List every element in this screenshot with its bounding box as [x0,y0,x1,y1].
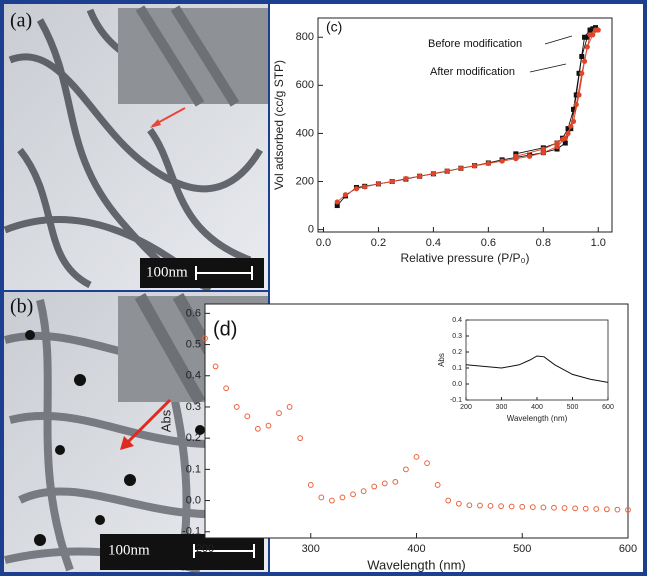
y-tick-label: 800 [296,31,314,43]
x-tick-label: 1.0 [591,237,606,249]
marker [486,161,491,166]
marker [541,146,546,151]
marker [576,92,581,97]
marker [585,44,590,49]
x-tick-label: 0.0 [316,237,331,249]
y-tick-label: 0.0 [186,494,201,506]
marker [579,54,584,59]
x-axis-title: Wavelength (nm) [367,557,466,572]
marker [472,163,477,168]
y-tick-label: 400 [296,127,314,139]
marker [458,166,463,171]
x-tick-label: 600 [619,543,637,555]
y-tick-label: 0 [308,224,314,236]
y-tick-label: 0.4 [452,317,462,324]
x-axis-title: Relative pressure (P/P₀) [400,251,529,265]
x-tick-label: 300 [496,404,508,411]
y-tick-label: 0.1 [186,463,201,475]
marker [588,28,593,33]
x-tick-label: 300 [302,543,320,555]
x-tick-label: 500 [513,543,531,555]
y-tick-label: -0.1 [450,397,462,404]
x-tick-label: 200 [460,404,472,411]
panel-label: (a) [10,10,32,32]
marker [390,179,395,184]
x-tick-label: 0.8 [536,237,551,249]
y-tick-label: 0.0 [452,381,462,388]
marker [587,32,592,37]
marker [376,181,381,186]
marker [527,154,532,159]
marker [568,124,573,129]
y-tick-label: 600 [296,79,314,91]
marker [513,154,518,159]
x-tick-label: 0.4 [426,237,441,249]
y-tick-label: 0.4 [186,370,201,382]
legend-label: Before modification [428,38,522,50]
y-tick-label: 200 [296,175,314,187]
plot-frame [466,320,608,400]
panel-label: (c) [326,19,342,35]
marker [582,59,587,64]
marker [431,171,436,176]
y-tick-label: 0.5 [186,338,201,350]
x-tick-label: 200 [196,543,214,555]
y-tick-label: 0.1 [452,365,462,372]
marker [593,27,598,32]
scale-bar-label: 100nm [108,542,150,558]
y-axis-title: Abs [437,353,446,367]
marker [335,199,340,204]
x-tick-label: 600 [602,404,614,411]
x-tick-label: 400 [407,543,425,555]
y-axis-title: Abs [158,409,173,432]
y-axis-title: Vol adsorbed (cc/g STP) [272,60,286,190]
marker [582,35,587,40]
x-tick-label: 400 [531,404,543,411]
y-tick-label: -0.1 [182,526,201,538]
y-tick-label: 0.2 [186,432,201,444]
x-tick-label: 500 [567,404,579,411]
marker [403,176,408,181]
marker [560,137,565,142]
page: (a) 100nm (b) 100nm 0.0 0.2 0.4 0.6 0.8 1.0 0 2… [0,0,647,581]
plot-frame [318,18,612,232]
marker [565,131,570,136]
x-axis-title: Wavelength (nm) [507,414,568,423]
y-tick-label: 0.2 [452,349,462,356]
figure: (a) 100nm (b) 100nm 0.0 0.2 0.4 0.6 0.8 1.0 0 2… [0,0,647,576]
marker [579,71,584,76]
marker [362,184,367,189]
marker [574,102,579,107]
tem-image-a [4,4,268,290]
marker [445,168,450,173]
marker [417,174,422,179]
panel-label: (b) [10,296,33,318]
marker [354,186,359,191]
x-tick-label: 0.6 [481,237,496,249]
y-tick-label: 0.3 [452,333,462,340]
marker [499,158,504,163]
marker [571,119,576,124]
legend-label: After modification [430,66,515,78]
scale-bar-label: 100nm [146,264,188,280]
marker [554,140,559,145]
marker [343,192,348,197]
y-tick-label: 0.3 [186,401,201,413]
panel-label: (d) [213,318,237,340]
x-tick-label: 0.2 [371,237,386,249]
y-tick-label: 0.6 [186,307,201,319]
